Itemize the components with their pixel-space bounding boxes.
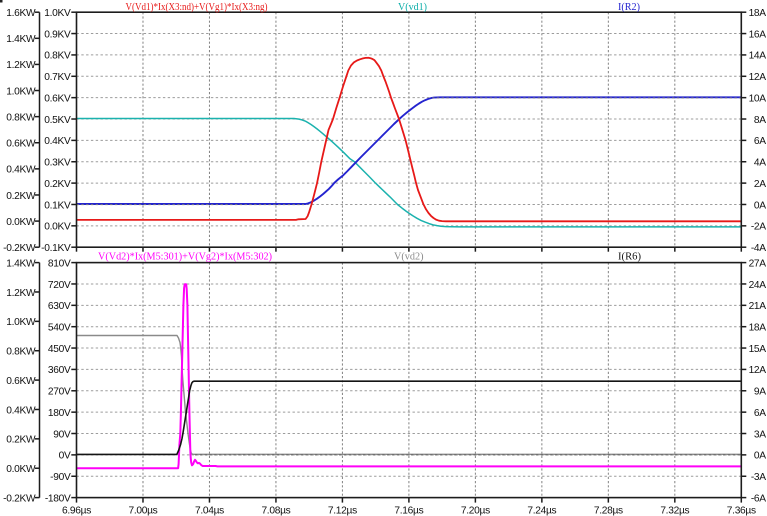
svg-text:0.5KV: 0.5KV [44,115,71,126]
svg-text:21A: 21A [749,301,767,312]
svg-text:V(Vd2)*Ix(M5:301)+V(Vg2)*Ix(M5: V(Vd2)*Ix(M5:301)+V(Vg2)*Ix(M5:302) [98,250,272,262]
svg-text:630V: 630V [48,301,71,312]
svg-text:7.28µs: 7.28µs [594,506,623,516]
svg-text:1.2KW: 1.2KW [6,60,36,71]
svg-text:450V: 450V [48,344,71,355]
svg-text:4A: 4A [754,158,766,169]
svg-text:0.0KW: 0.0KW [6,217,36,228]
svg-text:I(R2): I(R2) [618,1,640,13]
svg-text:-4A: -4A [751,243,766,254]
svg-text:-90V: -90V [50,472,71,483]
svg-text:360V: 360V [48,365,71,376]
svg-text:V(vd2): V(vd2) [394,250,424,262]
svg-text:0.1KV: 0.1KV [44,200,71,211]
svg-text:-0.1KV: -0.1KV [41,243,71,254]
svg-text:7.08µs: 7.08µs [261,506,290,516]
svg-text:1.0KV: 1.0KV [44,8,71,19]
svg-text:0.2KW: 0.2KW [6,191,36,202]
svg-text:16A: 16A [749,29,767,40]
svg-text:27A: 27A [749,258,767,269]
svg-text:-0.2KW: -0.2KW [3,493,36,504]
svg-text:1.6KW: 1.6KW [6,8,36,19]
svg-text:12A: 12A [749,72,767,83]
svg-text:7.12µs: 7.12µs [328,506,357,516]
svg-text:0.4KW: 0.4KW [6,165,36,176]
svg-text:7.00µs: 7.00µs [128,506,157,516]
svg-text:0.3KV: 0.3KV [44,158,71,169]
svg-text:-0.2KW: -0.2KW [3,243,36,254]
svg-text:810V: 810V [48,258,71,269]
svg-text:0.6KW: 0.6KW [6,139,36,150]
svg-text:540V: 540V [48,322,71,333]
svg-text:0.0KV: 0.0KV [44,222,71,233]
svg-text:6.96µs: 6.96µs [62,506,91,516]
svg-text:3A: 3A [754,429,766,440]
svg-text:9A: 9A [754,387,766,398]
svg-text:6A: 6A [754,136,766,147]
svg-text:0V: 0V [59,451,71,462]
svg-text:10A: 10A [749,93,767,104]
svg-text:-180V: -180V [45,493,71,504]
svg-text:-6A: -6A [751,493,766,504]
svg-text:6A: 6A [754,408,766,419]
svg-text:7.24µs: 7.24µs [527,506,556,516]
svg-text:0.8KW: 0.8KW [6,112,36,123]
svg-text:1.0KW: 1.0KW [6,317,36,328]
svg-text:720V: 720V [48,280,71,291]
svg-text:1.2KW: 1.2KW [6,288,36,299]
svg-text:V(Vd1)*Ix(X3:nd)+V(Vg1)*Ix(X3:: V(Vd1)*Ix(X3:nd)+V(Vg1)*Ix(X3:ng) [126,1,268,13]
svg-text:0.0KW: 0.0KW [6,464,36,475]
svg-text:18A: 18A [749,322,767,333]
svg-text:1.4KW: 1.4KW [6,34,36,45]
svg-text:1.0KW: 1.0KW [6,86,36,97]
svg-text:7.36µs: 7.36µs [727,506,756,516]
svg-text:7.20µs: 7.20µs [461,506,490,516]
svg-text:0.7KV: 0.7KV [44,72,71,83]
svg-text:15A: 15A [749,344,767,355]
svg-text:0.2KV: 0.2KV [44,179,71,190]
svg-text:180V: 180V [48,408,71,419]
svg-text:I(R6): I(R6) [618,250,641,262]
svg-text:0.4KV: 0.4KV [44,136,71,147]
svg-text:0.8KV: 0.8KV [44,51,71,62]
svg-text:7.16µs: 7.16µs [394,506,423,516]
svg-text:1.4KW: 1.4KW [6,258,36,269]
svg-text:0.8KW: 0.8KW [6,347,36,358]
svg-text:0.2KW: 0.2KW [6,435,36,446]
svg-text:14A: 14A [749,51,767,62]
svg-text:V(vd1): V(vd1) [398,1,427,13]
svg-text:-3A: -3A [751,472,766,483]
svg-text:24A: 24A [749,280,767,291]
svg-text:12A: 12A [749,365,767,376]
svg-text:0.6KW: 0.6KW [6,376,36,387]
svg-text:270V: 270V [48,387,71,398]
svg-text:0.9KV: 0.9KV [44,29,71,40]
svg-text:-2A: -2A [751,222,766,233]
svg-text:0A: 0A [754,451,766,462]
svg-text:90V: 90V [53,429,71,440]
svg-text:2A: 2A [754,179,766,190]
svg-text:7.32µs: 7.32µs [660,506,689,516]
svg-text:0.6KV: 0.6KV [44,93,71,104]
svg-text:0A: 0A [754,200,766,211]
svg-text:8A: 8A [754,115,766,126]
svg-text:18A: 18A [749,8,767,19]
svg-text:0.4KW: 0.4KW [6,405,36,416]
svg-text:7.04µs: 7.04µs [195,506,224,516]
